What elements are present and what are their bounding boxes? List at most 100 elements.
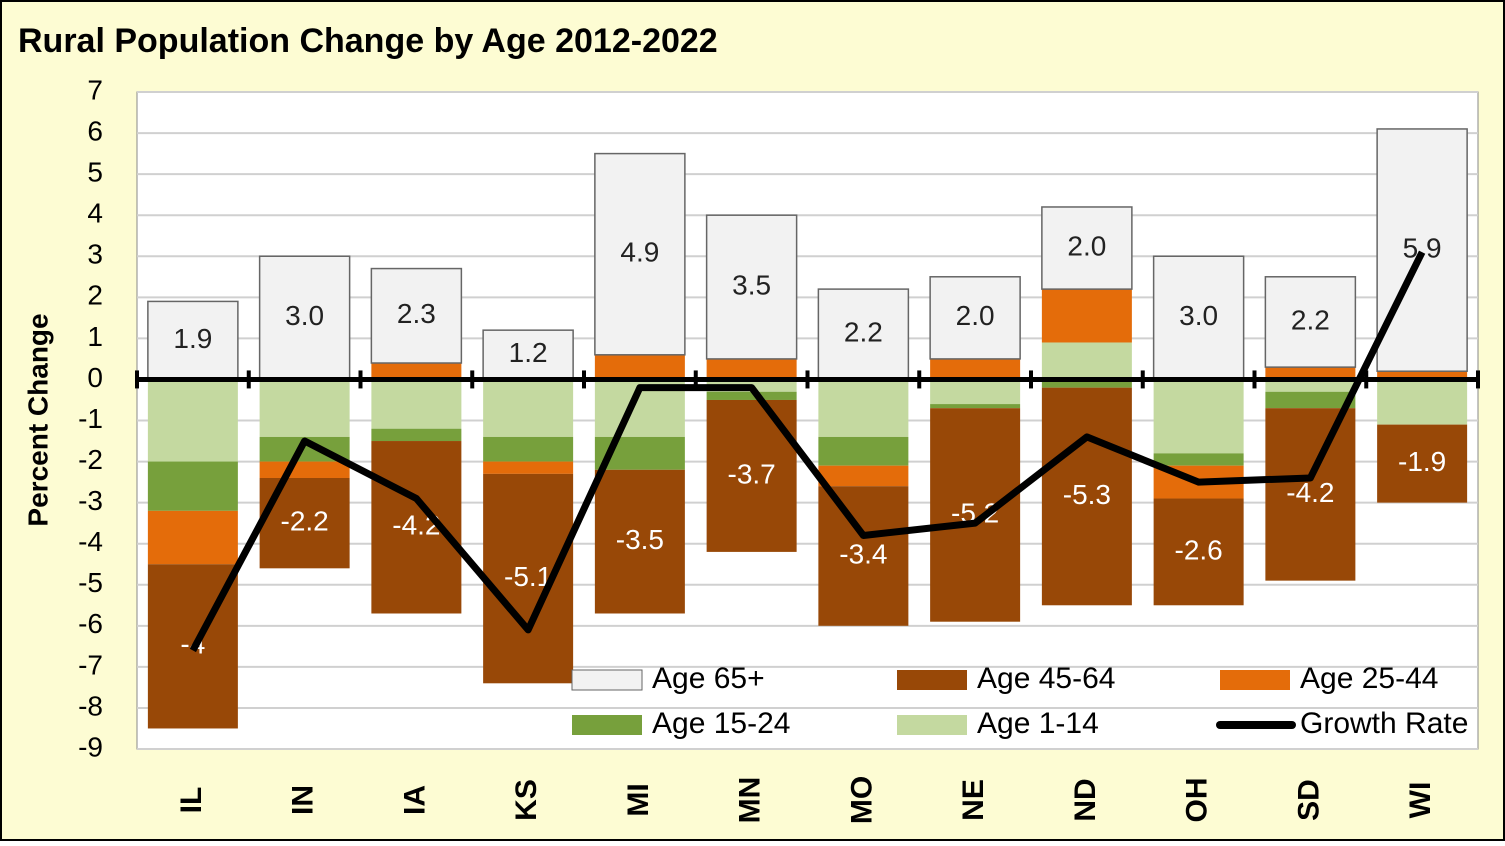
bar-segment <box>483 379 574 437</box>
x-tick-label: MN <box>734 777 767 824</box>
legend-label: Age 1-14 <box>977 707 1099 740</box>
bar-segment <box>594 354 685 380</box>
bar-segment <box>1041 379 1132 388</box>
x-tick-label: ND <box>1069 778 1102 821</box>
data-label: -3.5 <box>616 524 664 555</box>
bar-segment <box>147 379 238 462</box>
bar-segment <box>1377 379 1468 425</box>
bar-segment <box>1041 206 1133 290</box>
x-tick-label: IL <box>175 787 208 814</box>
legend-swatch <box>571 669 643 691</box>
data-label: -2.2 <box>281 506 329 537</box>
bar-segment <box>483 436 574 462</box>
bar-segment <box>1153 453 1244 466</box>
data-label: 2.3 <box>397 298 436 329</box>
bar-segment <box>930 408 1021 622</box>
legend-label: Growth Rate <box>1300 707 1468 740</box>
bar-segment <box>258 255 351 381</box>
data-label: 2.2 <box>1291 304 1330 335</box>
legend-label: Age 15-24 <box>652 707 790 740</box>
bar-segment <box>818 465 909 487</box>
bar-segment <box>1265 367 1356 380</box>
data-label: 4.9 <box>620 237 659 268</box>
x-tick-label: SD <box>1292 779 1325 821</box>
bar-segment <box>1152 255 1245 381</box>
y-tick-label: 6 <box>87 115 103 146</box>
chart-title: Rural Population Change by Age 2012-2022 <box>18 22 718 60</box>
data-label: 3.5 <box>732 269 771 300</box>
y-tick-label: 1 <box>87 321 103 352</box>
legend-label: Age 45-64 <box>977 662 1115 695</box>
bar-segment <box>1376 128 1468 372</box>
bar-segment <box>259 379 350 437</box>
x-tick-label: IA <box>398 785 431 815</box>
bar-segment <box>706 358 797 380</box>
bar-segment <box>147 300 239 381</box>
bar-segment <box>1041 387 1132 606</box>
y-tick-label: 0 <box>87 362 103 393</box>
y-axis-label: Percent Change <box>22 313 53 526</box>
legend-swatch <box>572 715 642 735</box>
y-tick-label: 3 <box>87 239 103 270</box>
legend-swatch <box>897 715 967 735</box>
bar-segment <box>818 379 909 437</box>
bar-segment <box>371 379 462 429</box>
data-label: 2.0 <box>1067 230 1106 261</box>
growth-line <box>189 250 1426 653</box>
data-label: -1.9 <box>1398 446 1446 477</box>
data-label: -5.3 <box>1063 479 1111 510</box>
bar-segment <box>259 461 350 478</box>
data-label: 3.0 <box>285 300 324 331</box>
bar-segment <box>147 461 238 511</box>
data-label: 3.0 <box>1179 300 1218 331</box>
data-label: 2.2 <box>844 317 883 348</box>
x-tick-label: MO <box>845 776 878 824</box>
bar-segment <box>147 510 238 565</box>
y-tick-label: 2 <box>87 280 103 311</box>
bar-segment <box>705 214 798 360</box>
data-label: -3.4 <box>839 538 887 569</box>
y-tick-label: -2 <box>78 444 103 475</box>
bar-segment <box>370 267 463 364</box>
x-tick-label: KS <box>510 779 543 821</box>
x-tick-label: WI <box>1404 782 1437 819</box>
y-tick-label: 5 <box>87 157 103 188</box>
bar-segment <box>818 486 909 626</box>
bar-segment <box>930 379 1021 405</box>
data-label: 1.2 <box>509 337 548 368</box>
bar-segment <box>1377 371 1468 380</box>
bar-segment <box>1265 391 1356 409</box>
x-tick-label: MI <box>622 783 655 816</box>
bar-segment <box>1041 342 1132 380</box>
bar-segment <box>1153 498 1244 606</box>
y-tick-label: -9 <box>78 731 103 762</box>
bar-segment <box>930 404 1021 409</box>
bar-segment <box>594 152 686 356</box>
bar-segment <box>706 391 797 400</box>
bar-segment <box>483 473 574 684</box>
y-tick-label: -4 <box>78 526 103 557</box>
bar-segment <box>1377 424 1468 503</box>
y-tick-label: -3 <box>78 485 103 516</box>
bar-segment <box>1041 289 1132 343</box>
x-tick-label: IN <box>287 785 320 815</box>
data-label: 2.0 <box>956 300 995 331</box>
bar-segment <box>1264 276 1357 368</box>
y-tick-label: 7 <box>87 74 103 105</box>
legend-label: Age 65+ <box>652 662 765 695</box>
bar-segment <box>482 329 574 381</box>
bar-segment <box>371 363 462 380</box>
bar-segment <box>817 288 910 381</box>
x-tick-label: NE <box>957 779 990 821</box>
data-label: -3.7 <box>728 458 776 489</box>
data-label: -2.6 <box>1175 534 1223 565</box>
bar-segment <box>594 469 685 614</box>
y-tick-label: -1 <box>78 403 103 434</box>
y-tick-label: -6 <box>78 608 103 639</box>
bar-segment <box>371 428 462 442</box>
bar-segment <box>1153 379 1244 454</box>
data-label: 1.9 <box>173 323 212 354</box>
y-tick-label: -7 <box>78 649 103 680</box>
